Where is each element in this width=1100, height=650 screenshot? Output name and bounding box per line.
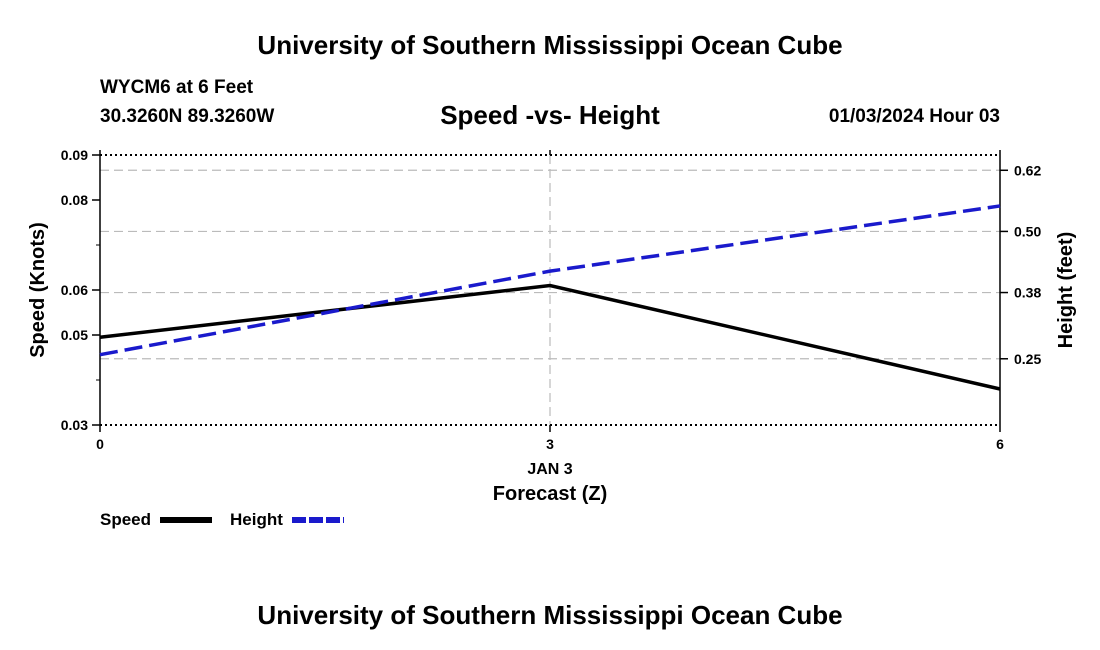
legend-label-speed: Speed <box>100 510 151 529</box>
x-axis-tick-label: 0 <box>96 436 104 452</box>
left-axis-tick-label: 0.03 <box>61 417 88 433</box>
footer-title: University of Southern Mississippi Ocean… <box>257 600 843 630</box>
right-axis-label: Height (feet) <box>1055 232 1077 349</box>
chart-subtitle: Speed -vs- Height <box>440 100 660 130</box>
x-axis-date-label: JAN 3 <box>527 461 572 478</box>
right-axis-tick-label: 0.50 <box>1014 223 1041 239</box>
right-axis-tick-label: 0.25 <box>1014 351 1041 367</box>
left-axis-tick-label: 0.08 <box>61 192 88 208</box>
left-axis-tick-label: 0.06 <box>61 282 88 298</box>
left-axis-tick-label: 0.05 <box>61 327 88 343</box>
series-layer <box>99 204 1001 391</box>
right-axis-tick-label: 0.62 <box>1014 162 1041 178</box>
forecast-datetime: 01/03/2024 Hour 03 <box>828 106 1000 127</box>
right-axis-tick-label: 0.38 <box>1014 285 1041 301</box>
left-axis-label: Speed (Knots) <box>27 222 49 358</box>
legend: Speed Height <box>100 510 344 529</box>
left-axis-tick-label: 0.09 <box>61 147 88 163</box>
station-coordinates: 30.3260N 89.3260W <box>100 106 275 127</box>
x-axis-label: Forecast (Z) <box>493 483 607 505</box>
legend-label-height: Height <box>230 510 283 529</box>
axis-layer: 0.03 0.05 0.06 0.08 0.09 0.25 0.38 0.50 0.62 0 3 6 J… <box>27 147 1077 505</box>
x-axis-tick-label: 6 <box>996 436 1004 452</box>
grid-layer <box>100 155 1000 425</box>
x-axis-tick-label: 3 <box>546 436 554 452</box>
station-label: WYCM6 at 6 Feet <box>100 77 254 98</box>
chart-title: University of Southern Mississippi Ocean… <box>257 30 843 60</box>
